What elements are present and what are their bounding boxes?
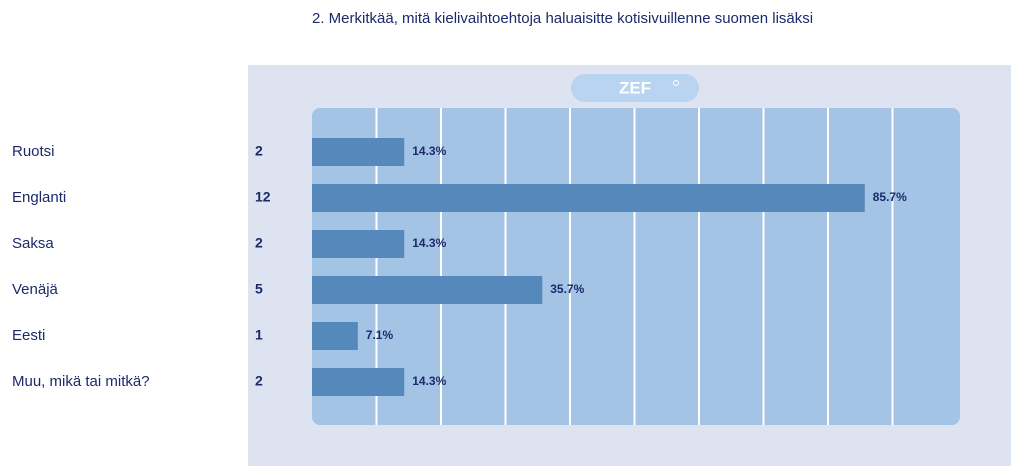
logo-pill (571, 74, 699, 102)
bar (312, 138, 405, 166)
category-label: Eesti (12, 327, 45, 344)
count-label: 2 (255, 143, 263, 159)
bar (312, 368, 405, 396)
bar (312, 322, 358, 350)
bar (312, 184, 865, 212)
category-label: Ruotsi (12, 143, 55, 160)
value-label: 85.7% (873, 190, 907, 204)
value-label: 35.7% (550, 282, 584, 296)
plot-area (312, 108, 960, 425)
count-label: 2 (255, 235, 263, 251)
bar (312, 276, 543, 304)
chart-title: 2. Merkitkää, mitä kielivaihtoehtoja hal… (312, 10, 814, 27)
count-label: 12 (255, 189, 271, 205)
count-label: 2 (255, 373, 263, 389)
count-label: 5 (255, 281, 263, 297)
value-label: 14.3% (412, 144, 446, 158)
count-label: 1 (255, 327, 263, 343)
value-label: 7.1% (366, 328, 394, 342)
logo: ZEF (619, 78, 651, 97)
category-label: Venäjä (12, 281, 59, 298)
value-label: 14.3% (412, 236, 446, 250)
bar (312, 230, 405, 258)
value-label: 14.3% (412, 374, 446, 388)
category-label: Saksa (12, 235, 54, 252)
category-label: Englanti (12, 189, 66, 206)
category-label: Muu, mikä tai mitkä? (12, 373, 150, 390)
logo-mark (673, 80, 679, 86)
